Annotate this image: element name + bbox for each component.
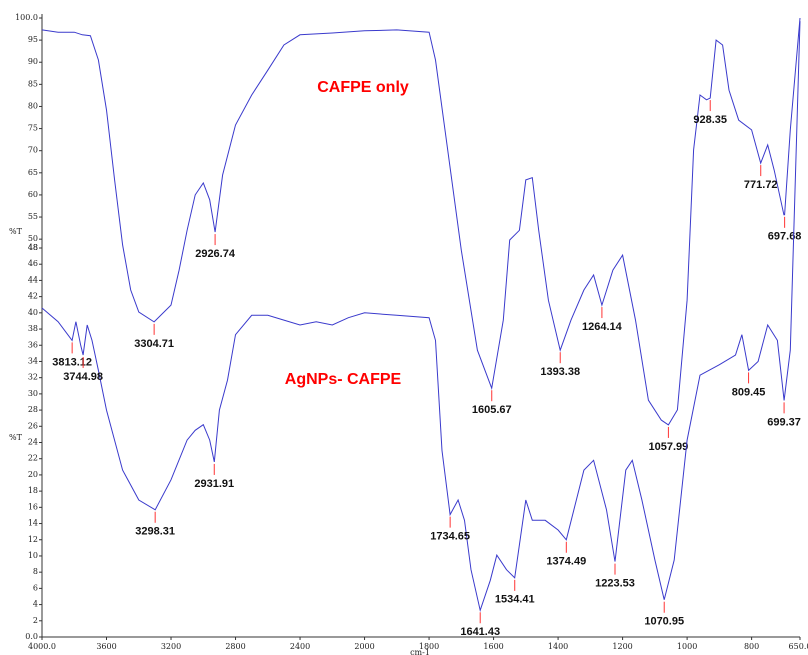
x-tick-label: 3600 [96,642,116,651]
peak-label: 1534.41 [495,594,535,606]
y-tick-label: 18 [28,486,38,495]
y-tick-label: 44 [28,275,38,284]
peak-label: 1641.43 [460,626,500,638]
y-tick-label: 2 [33,616,38,625]
peak-label: 1605.67 [472,404,512,416]
peak-label: 1264.14 [582,321,623,333]
y-tick-label: 36 [28,340,38,349]
y-tick-label: 40 [28,308,38,317]
y-tick-label: 46 [28,259,38,268]
y-tick-label: 4 [33,600,38,609]
spectrum-line [41,21,801,613]
peak-label: 1374.49 [546,556,586,568]
y-axis-label: %T [9,433,23,442]
x-tick-label: 1000 [677,642,697,651]
y-tick-label: 42 [28,292,38,301]
x-tick-label: 1400 [548,642,568,651]
peak-label: 2926.74 [195,248,236,260]
peak-label: 699.37 [767,416,801,428]
x-tick-label: 3200 [161,642,181,651]
y2-tick-label: 80 [28,101,38,110]
peak-label: 928.35 [693,114,727,126]
peak-label: 697.68 [768,231,802,243]
x-tick-label: 4000.0 [28,642,56,651]
series-name: CAFPE only [317,79,409,96]
x-tick-label: 2800 [225,642,245,651]
y-tick-label: 48 [28,243,38,252]
y2-tick-label: 75 [28,124,38,133]
y2-tick-label: 85 [28,79,38,88]
y-tick-label: 28 [28,405,38,414]
y2-tick-label: 70 [28,146,38,155]
y2-tick-label: 48 [28,243,38,252]
y-tick-label: 32 [28,373,38,382]
y-tick-label: 16 [28,502,38,511]
y2-tick-label: 65 [28,168,38,177]
y-tick-label: 26 [28,421,38,430]
y-tick-label: 6 [33,583,38,592]
y2-tick-label: 100.0 [15,13,38,22]
x-tick-label: 800 [744,642,759,651]
x-tick-label: 1200 [612,642,632,651]
y-tick-label: 0.0 [25,632,38,641]
y-tick-label: 10 [28,551,38,560]
y-tick-label: 12 [28,535,38,544]
y-tick-label: 30 [28,389,38,398]
y2-tick-label: 95 [28,35,38,44]
peak-label: 1393.38 [540,366,580,378]
y2-axis-label: %T [9,227,23,236]
series-name: AgNPs- CAFPE [285,371,402,388]
x-axis-label: cm-1 [410,648,430,655]
peak-label: 3744.98 [63,371,103,383]
y-tick-label: 24 [28,438,38,447]
spectrum-line [41,17,801,426]
y2-tick-label: 90 [28,57,38,66]
y-tick-label: 22 [28,454,38,463]
peak-label: 2931.91 [194,478,234,490]
peak-label: 1734.65 [430,531,470,543]
y-tick-label: 34 [28,356,38,365]
peak-label: 3304.71 [134,338,174,350]
y2-tick-label: 55 [28,212,38,221]
peak-label: 1070.95 [644,616,684,628]
peak-label: 3813.12 [52,356,92,368]
peak-label: 1057.99 [649,441,689,453]
x-tick-label: 1800 [419,642,439,651]
y2-tick-label: 60 [28,190,38,199]
peak-label: 1223.53 [595,578,635,590]
y-tick-label: 8 [33,567,38,576]
peak-label: 771.72 [744,179,778,191]
x-tick-label: 1600 [483,642,503,651]
x-tick-label: 2400 [290,642,310,651]
peak-label: 809.45 [732,386,766,398]
x-tick-label: 650.0 [789,642,808,651]
x-tick-label: 2000 [354,642,374,651]
y2-tick-label: 50 [28,234,38,243]
y-tick-label: 38 [28,324,38,333]
y-tick-label: 14 [28,519,38,528]
peak-label: 3298.31 [135,526,175,538]
y-tick-label: 20 [28,470,38,479]
